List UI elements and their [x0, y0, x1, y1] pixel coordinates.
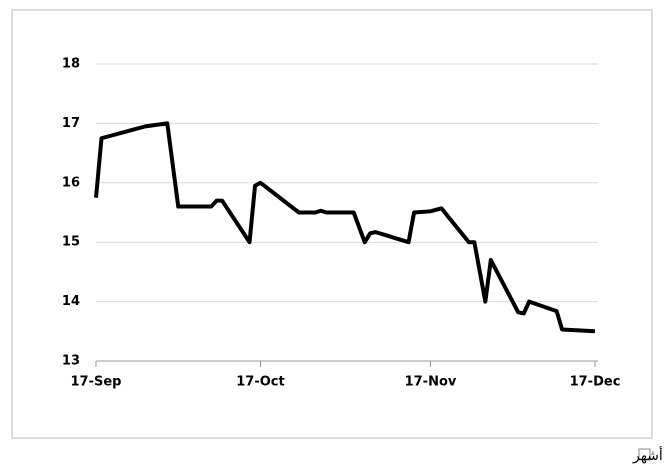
- y-tick-label: 18: [62, 57, 80, 72]
- y-tick-label: 13: [62, 354, 80, 369]
- y-tick-label: 17: [62, 116, 80, 131]
- price-line: [94, 121, 596, 334]
- x-tick-label: 17-Sep: [71, 375, 122, 390]
- y-tick-label: 15: [62, 235, 80, 250]
- caption-icon: [638, 448, 651, 461]
- chart-frame: [11, 9, 653, 439]
- x-tick-label: 17-Dec: [570, 375, 621, 390]
- x-tick-label: 17-Nov: [405, 375, 457, 390]
- y-tick-label: 16: [62, 175, 80, 190]
- caption: تطور سعر سهم «إيديتا» خلال 3 أشهر: [632, 446, 665, 464]
- y-tick-label: 14: [62, 294, 80, 309]
- x-tick-label: 17-Oct: [236, 375, 284, 390]
